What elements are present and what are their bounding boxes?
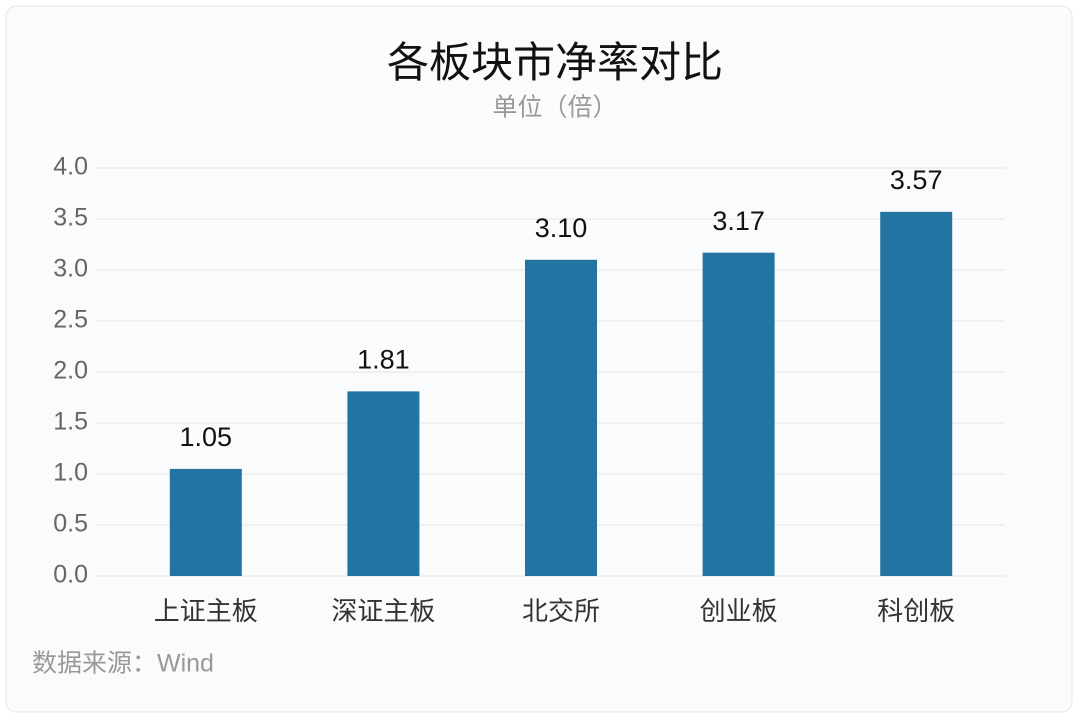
data-label: 3.10 (535, 213, 588, 243)
y-tick-label: 0.0 (53, 561, 88, 589)
y-tick-label: 1.0 (53, 459, 88, 487)
chart-title: 各板块市净率对比 (387, 39, 723, 86)
y-tick-label: 3.0 (53, 255, 88, 283)
x-tick-label: 深证主板 (331, 596, 435, 626)
y-tick-label: 1.5 (53, 408, 88, 436)
bar (525, 259, 597, 576)
x-tick-label: 创业板 (700, 596, 778, 626)
y-tick-label: 2.0 (53, 357, 88, 385)
bar (880, 211, 953, 577)
bar (702, 252, 775, 576)
y-tick-label: 0.5 (53, 510, 88, 538)
y-tick-label: 3.5 (53, 204, 88, 232)
x-tick-label: 上证主板 (154, 596, 258, 626)
y-tick-label: 4.0 (53, 153, 88, 181)
chart-subtitle: 单位（倍） (492, 94, 617, 122)
x-tick-label: 科创板 (877, 596, 955, 626)
source: 数据来源：Wind (32, 650, 214, 678)
x-tick-label: 北交所 (522, 596, 600, 626)
data-label: 1.81 (357, 345, 410, 375)
data-label: 1.05 (180, 422, 233, 452)
bar (347, 391, 420, 576)
y-tick-label: 2.5 (53, 306, 88, 334)
bar (169, 468, 242, 576)
data-label: 3.17 (712, 206, 765, 236)
data-label: 3.57 (890, 165, 943, 195)
